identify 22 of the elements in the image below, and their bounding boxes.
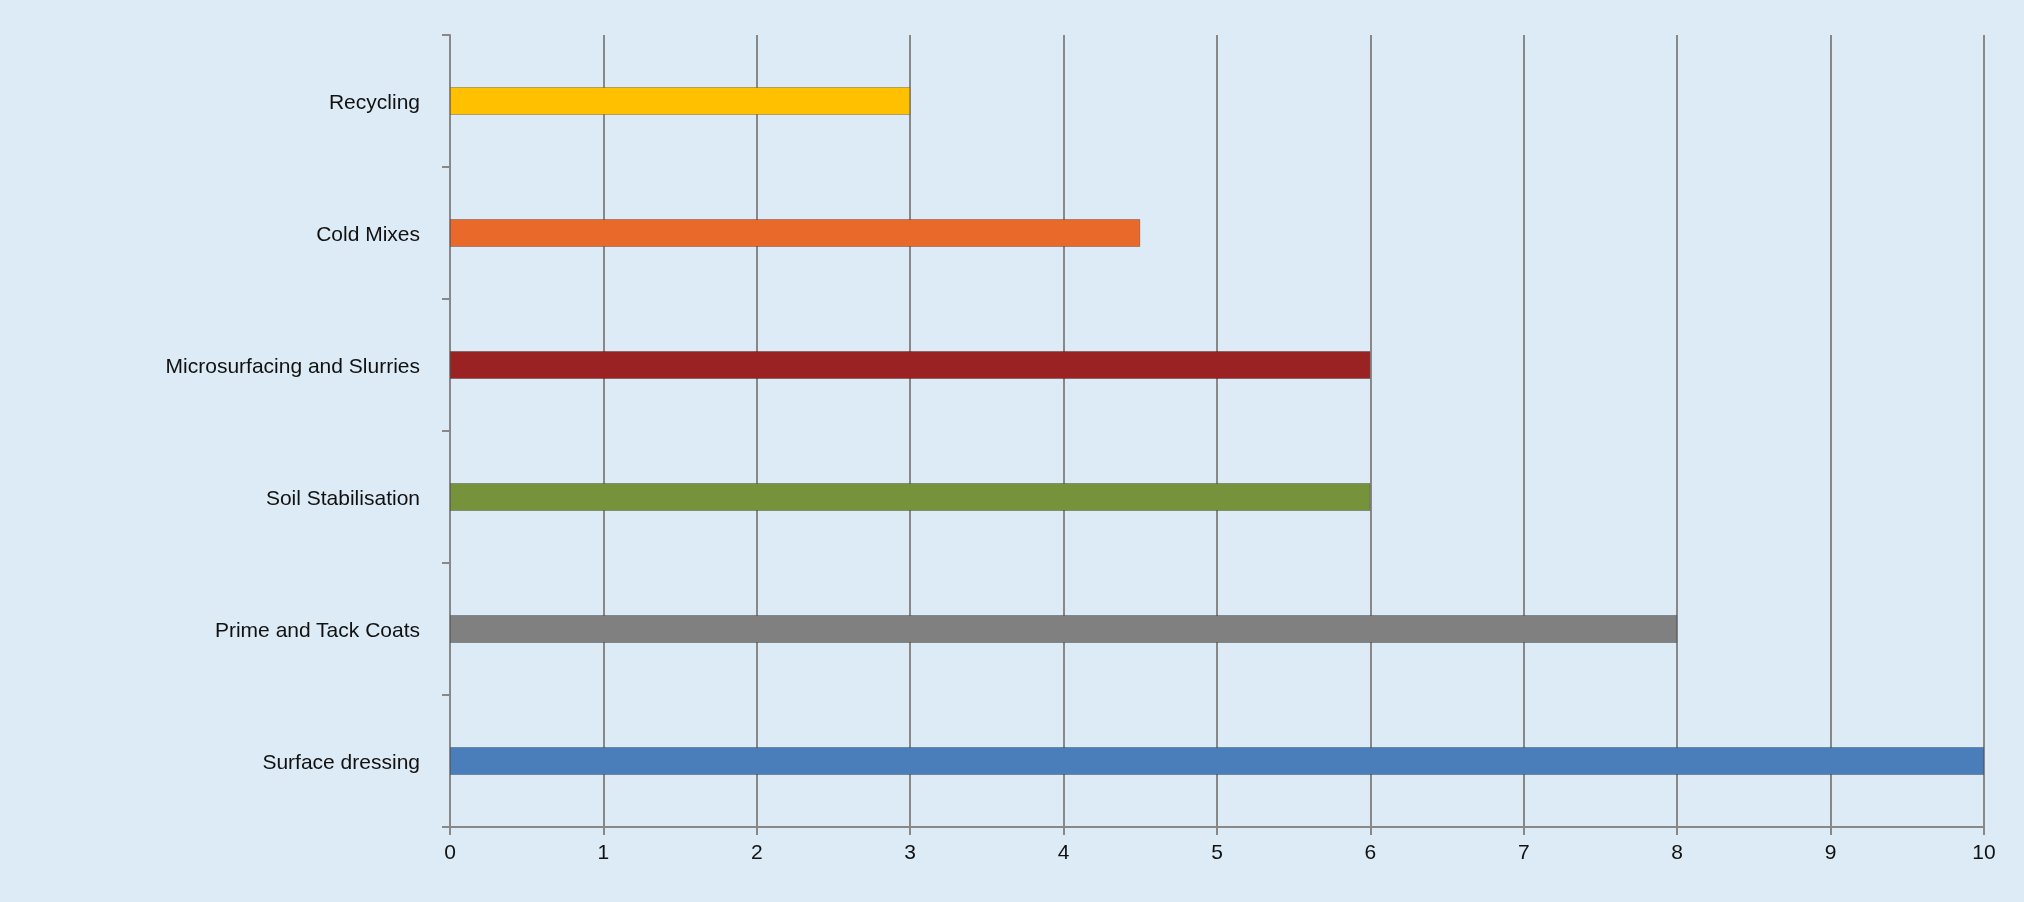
x-tick-label: 0 (444, 840, 456, 863)
bar (450, 87, 911, 115)
x-tick-label: 2 (750, 840, 763, 863)
y-tick-label: Recycling (328, 89, 420, 113)
y-tick-label: Prime and Tack Coats (214, 617, 420, 641)
y-tick-label: Cold Mixes (316, 221, 420, 245)
x-tick-label: 6 (1364, 840, 1377, 863)
y-tick-label: Microsurfacing and Slurries (165, 353, 420, 377)
x-tick-label: 5 (1211, 840, 1223, 863)
x-tick-label: 8 (1671, 840, 1684, 863)
x-tick-label: 1 (597, 840, 610, 863)
y-tick-label: Surface dressing (262, 749, 420, 773)
bar (450, 483, 1371, 511)
x-tick-label: 4 (1057, 840, 1070, 863)
x-tick-label: 7 (1517, 840, 1530, 863)
x-tick-label: 10 (1972, 840, 1996, 863)
x-tick-label: 9 (1824, 840, 1837, 863)
bar (450, 351, 1371, 379)
x-tick-label: 3 (904, 840, 917, 863)
y-tick-label: Soil Stabilisation (265, 485, 420, 509)
bar (450, 219, 1141, 247)
bar (450, 747, 1984, 775)
